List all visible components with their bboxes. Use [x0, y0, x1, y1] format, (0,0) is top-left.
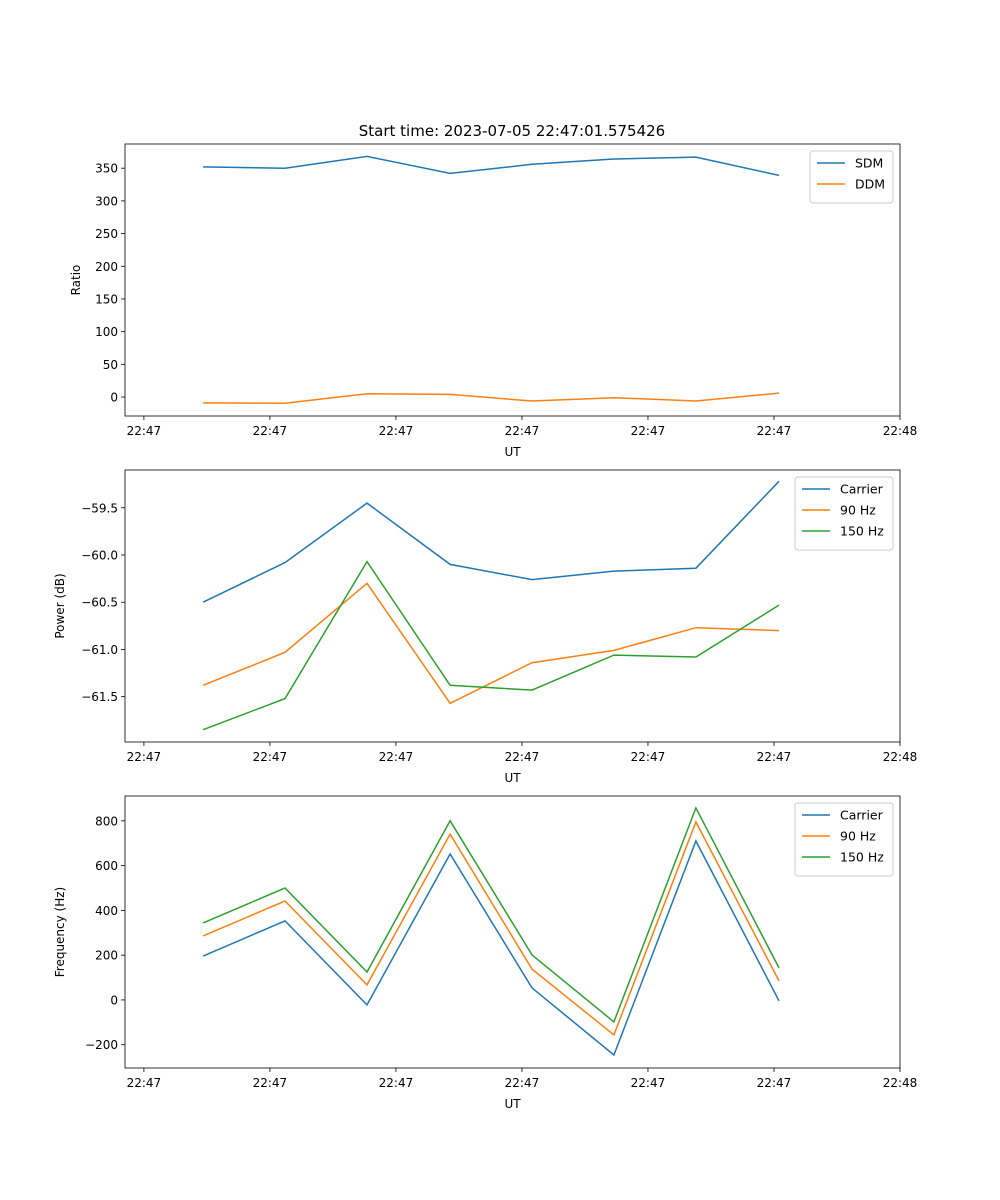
x-tick-label: 22:48 — [883, 424, 918, 438]
x-tick-label: 22:47 — [757, 750, 792, 764]
x-axis-label: UT — [504, 771, 521, 785]
x-tick-label: 22:47 — [253, 1076, 288, 1090]
axes-frame — [124, 795, 901, 1069]
x-tick-label: 22:47 — [505, 750, 540, 764]
y-tick-label: 250 — [95, 227, 118, 241]
y-tick-label: 0 — [110, 993, 118, 1007]
x-tick-label: 22:47 — [253, 750, 288, 764]
x-tick-label: 22:47 — [253, 424, 288, 438]
y-tick-label: 400 — [95, 904, 118, 918]
y-axis-label: Ratio — [69, 265, 83, 296]
y-axis-label: Frequency (Hz) — [53, 887, 67, 978]
series-line-90-hz — [202, 582, 780, 705]
legend-label: DDM — [855, 177, 885, 192]
y-tick-label: −61.0 — [81, 643, 118, 657]
x-axis-label: UT — [504, 445, 521, 459]
axes-frame — [124, 469, 901, 743]
series-line-90-hz — [202, 820, 780, 1037]
series-line-150-hz — [202, 806, 780, 1024]
x-tick-label: 22:47 — [505, 1076, 540, 1090]
y-tick-label: 50 — [103, 358, 118, 372]
y-axis-label: Power (dB) — [53, 573, 67, 638]
x-axis-label: UT — [504, 1097, 521, 1111]
legend-label: Carrier — [840, 808, 884, 823]
x-tick-label: 22:47 — [757, 1076, 792, 1090]
x-tick-label: 22:47 — [379, 750, 414, 764]
series-line-carrier — [202, 480, 780, 603]
chart-title: Start time: 2023-07-05 22:47:01.575426 — [359, 122, 665, 140]
legend-box — [809, 150, 894, 204]
x-tick-label: 22:47 — [127, 750, 162, 764]
series-line-carrier — [202, 839, 780, 1057]
legend-label: 150 Hz — [840, 850, 884, 865]
y-tick-label: −59.5 — [81, 501, 118, 515]
legend-label: Carrier — [840, 482, 884, 497]
legend-label: 90 Hz — [840, 503, 876, 518]
y-tick-label: 600 — [95, 859, 118, 873]
x-tick-label: 22:47 — [631, 1076, 666, 1090]
y-tick-label: 800 — [95, 814, 118, 828]
legend: SDM DDM — [809, 150, 894, 204]
legend-label: 150 Hz — [840, 524, 884, 539]
y-tick-label: −60.0 — [81, 549, 118, 563]
series-line-150-hz — [202, 560, 780, 731]
y-tick-label: 200 — [95, 949, 118, 963]
y-tick-label: 100 — [95, 325, 118, 339]
x-tick-label: 22:47 — [379, 1076, 414, 1090]
y-tick-label: 350 — [95, 162, 118, 176]
legend: Carrier 90 Hz 150 Hz — [794, 802, 894, 877]
axes-frame — [124, 143, 901, 417]
y-tick-label: 150 — [95, 292, 118, 306]
axes-3: 22:47 22:47 22:47 22:47 22:47 22:47 22:48 −200 0… — [53, 795, 918, 1111]
axes-2: 22:47 22:47 22:47 22:47 22:47 22:47 22:48 −59.5… — [53, 469, 918, 785]
x-tick-label: 22:47 — [631, 750, 666, 764]
y-tick-label: 0 — [110, 391, 118, 405]
x-tick-label: 22:47 — [505, 424, 540, 438]
x-tick-label: 22:47 — [631, 424, 666, 438]
y-tick-label: −61.5 — [81, 690, 118, 704]
axes-1: 22:47 22:47 22:47 22:47 22:47 22:47 22:48 0 50 10… — [69, 143, 918, 459]
x-tick-label: 22:47 — [757, 424, 792, 438]
y-tick-label: 200 — [95, 260, 118, 274]
y-tick-label: −200 — [85, 1038, 118, 1052]
x-tick-label: 22:47 — [127, 1076, 162, 1090]
x-tick-label: 22:48 — [883, 1076, 918, 1090]
y-tick-label: 300 — [95, 194, 118, 208]
y-tick-label: −60.5 — [81, 596, 118, 610]
legend-label: SDM — [855, 156, 883, 171]
legend-label: 90 Hz — [840, 829, 876, 844]
x-tick-label: 22:47 — [127, 424, 162, 438]
legend: Carrier 90 Hz 150 Hz — [794, 476, 894, 551]
x-tick-label: 22:48 — [883, 750, 918, 764]
x-tick-label: 22:47 — [379, 424, 414, 438]
series-line-sdm — [203, 155, 780, 177]
series-line-ddm — [203, 392, 780, 405]
